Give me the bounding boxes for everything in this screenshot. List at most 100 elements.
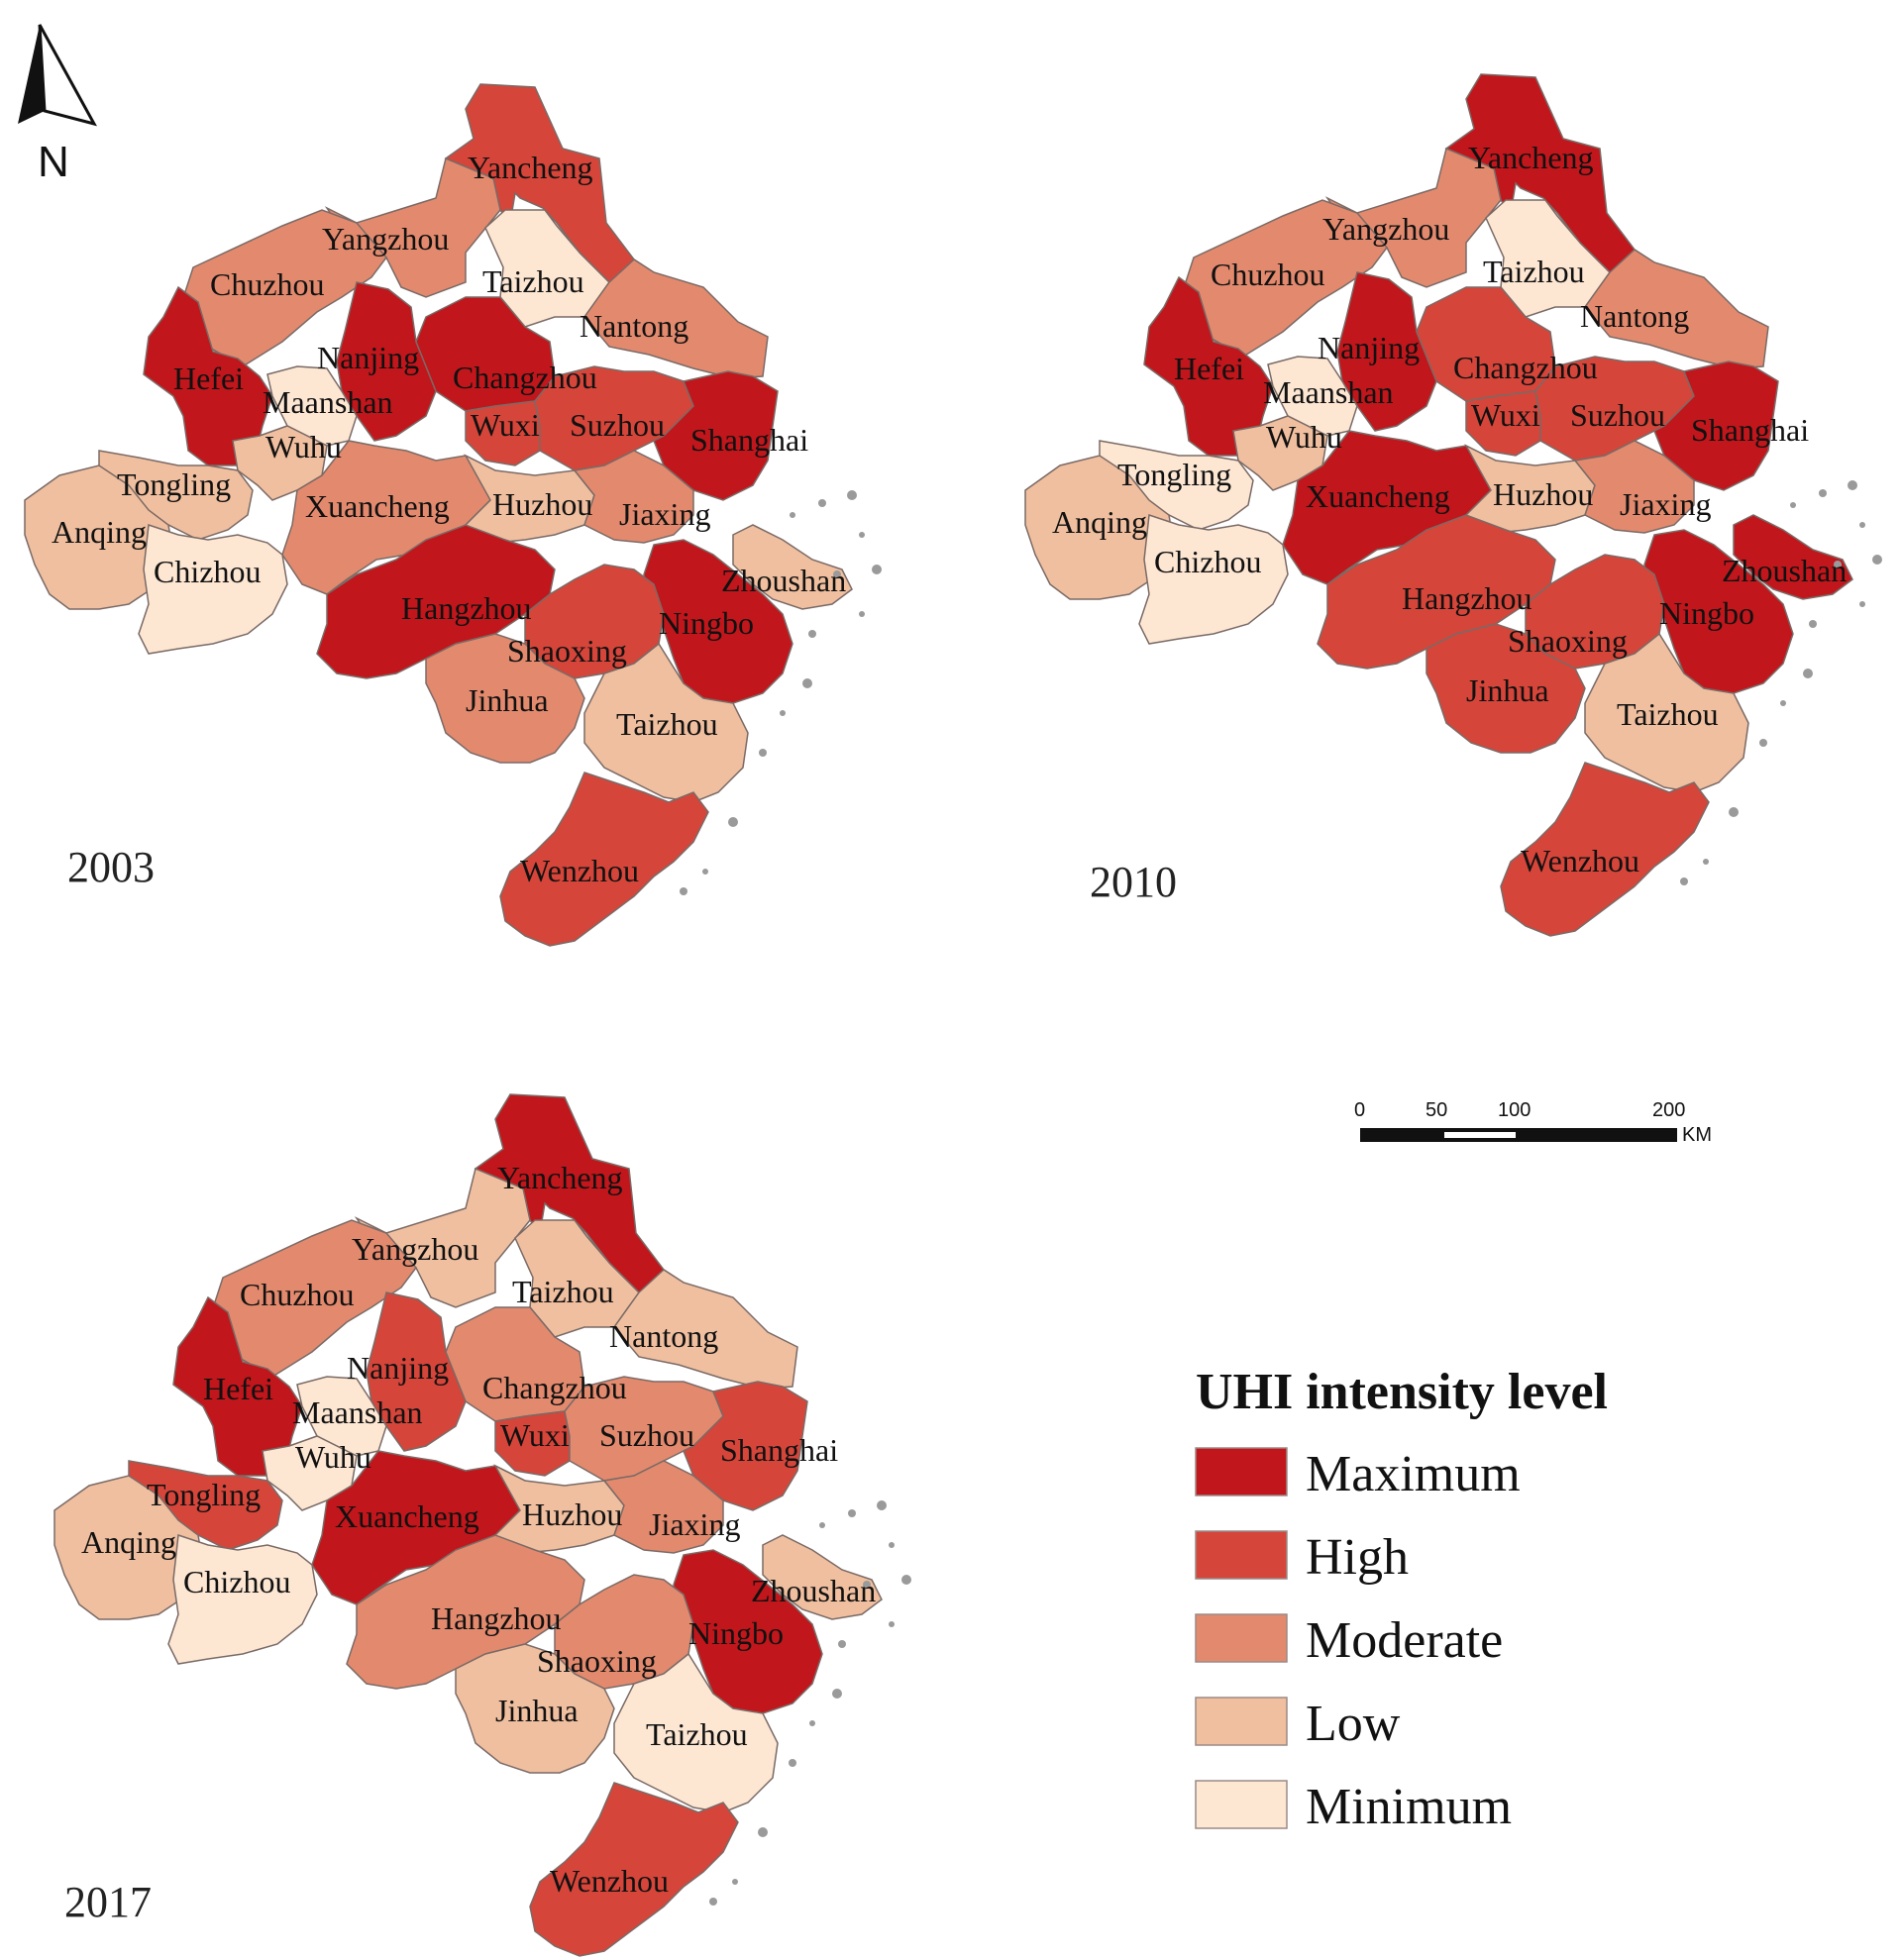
map-panel-2010: Yancheng Yangzhou Taizhou Chuzhou Nantong Hef…: [1024, 73, 1882, 937]
city-label-anqing: Anqing: [1052, 504, 1147, 540]
city-label-changzhou: Changzhou: [453, 360, 597, 395]
region-huzhou-16: [1464, 444, 1596, 534]
region-taizhou-2: [484, 209, 610, 328]
region-nanjing-6: [1336, 271, 1437, 432]
island-dot: [1780, 700, 1786, 706]
city-label-jinhua: Jinhua: [466, 682, 549, 718]
coastal-islands: [709, 1500, 911, 1906]
island-dot: [901, 1575, 911, 1585]
city-label-yangzhou: Yangzhou: [1322, 211, 1449, 247]
island-dot: [680, 887, 687, 895]
city-label-suzhou: Suzhou: [1570, 397, 1665, 433]
region-nantong-4: [579, 252, 769, 379]
region-jinhua-23: [455, 1643, 615, 1774]
city-label-zhoushan: Zhoushan: [721, 563, 846, 598]
city-label-anqing: Anqing: [52, 514, 147, 550]
city-label-taizhou: Taizhou: [512, 1274, 614, 1309]
city-label-tongling: Tongling: [147, 1477, 261, 1512]
scale-bar-segment: [1444, 1132, 1516, 1138]
region-zhoushan-19: [762, 1534, 883, 1620]
city-label-chuzhou: Chuzhou: [210, 266, 325, 302]
island-dot: [758, 1827, 768, 1837]
city-label-huzhou: Huzhou: [492, 486, 592, 522]
scale-tick-50: 50: [1426, 1099, 1447, 1121]
island-dot: [1759, 739, 1767, 747]
city-label-shanghai: Shanghai: [1691, 412, 1809, 448]
island-dot: [1703, 859, 1709, 865]
region-wenzhou-25: [499, 772, 709, 947]
city-label-zhoushan: Zhoushan: [1722, 553, 1847, 588]
city-label-wuhu: Wuhu: [295, 1439, 371, 1475]
region-nantong-4: [1579, 242, 1769, 369]
island-dot: [872, 565, 882, 574]
island-dot: [808, 630, 816, 638]
city-label-xuancheng: Xuancheng: [1306, 478, 1450, 514]
island-dot: [1819, 489, 1827, 497]
legend-label-moderate: Moderate: [1306, 1612, 1503, 1669]
city-label-nantong: Nantong: [1580, 298, 1689, 334]
island-dot: [1848, 480, 1857, 490]
year-label: 2003: [67, 843, 155, 891]
city-label-ningbo: Ningbo: [688, 1615, 784, 1651]
coastal-islands: [1680, 480, 1882, 885]
city-label-jinhua: Jinhua: [1466, 672, 1549, 708]
city-label-shaoxing: Shaoxing: [1508, 623, 1628, 659]
legend-label-low: Low: [1306, 1696, 1401, 1752]
island-dot: [1859, 601, 1865, 607]
island-dot: [848, 1509, 856, 1517]
region-huzhou-16: [493, 1464, 625, 1554]
island-dot: [809, 1720, 815, 1726]
city-label-jiaxing: Jiaxing: [619, 496, 710, 532]
city-label-shaoxing: Shaoxing: [507, 633, 627, 669]
region-jiaxing-17: [1573, 440, 1695, 534]
island-dot: [702, 869, 708, 875]
region-jinhua-23: [425, 633, 585, 764]
island-dot: [832, 1689, 842, 1699]
city-label-wuhu: Wuhu: [1266, 419, 1342, 455]
legend-swatch-high: [1195, 1530, 1288, 1580]
legend-label-maximum: Maximum: [1306, 1446, 1521, 1502]
region-chizhou-18: [167, 1533, 318, 1665]
legend: UHI intensity level Maximum High Moderate L…: [1195, 1364, 1608, 1835]
island-dot: [790, 512, 795, 518]
scale-tick-100: 100: [1498, 1099, 1531, 1121]
city-label-changzhou: Changzhou: [1453, 350, 1598, 385]
island-dot: [859, 611, 865, 617]
city-label-wuxi: Wuxi: [1471, 397, 1540, 433]
city-label-shanghai: Shanghai: [690, 422, 808, 458]
city-label-maanshan: Maanshan: [1263, 374, 1394, 410]
city-label-nanjing: Nanjing: [317, 340, 419, 375]
island-dot: [780, 710, 786, 716]
city-label-tongling: Tongling: [1117, 457, 1231, 492]
region-jiaxing-17: [602, 1460, 724, 1554]
island-dot: [818, 499, 826, 507]
city-label-shaoxing: Shaoxing: [537, 1643, 657, 1679]
island-dot: [889, 1542, 895, 1548]
region-wenzhou-25: [1500, 762, 1710, 937]
island-dot: [1834, 561, 1842, 568]
region-shanghai-11: [1653, 361, 1779, 491]
region-nantong-4: [608, 1262, 798, 1390]
city-label-nantong: Nantong: [609, 1318, 718, 1354]
city-label-huzhou: Huzhou: [522, 1496, 622, 1532]
island-dot: [847, 490, 857, 500]
city-label-jinhua: Jinhua: [495, 1693, 579, 1728]
city-label-wenzhou: Wenzhou: [520, 853, 639, 888]
region-wenzhou-25: [529, 1782, 739, 1957]
city-label-taizhou: Taizhou: [482, 263, 584, 299]
region-taizhou-24: [613, 1652, 779, 1813]
city-label-yangzhou: Yangzhou: [352, 1231, 478, 1267]
region-taizhou-2: [514, 1219, 640, 1338]
city-label-yancheng: Yancheng: [1468, 140, 1594, 175]
city-label-ningbo: Ningbo: [659, 605, 754, 641]
city-label-wenzhou: Wenzhou: [550, 1863, 669, 1899]
island-dot: [789, 1759, 796, 1767]
region-hefei-5: [1143, 275, 1274, 457]
region-chizhou-18: [1138, 513, 1289, 645]
region-chizhou-18: [138, 523, 288, 655]
city-label-maanshan: Maanshan: [263, 384, 393, 420]
island-dot: [1680, 877, 1688, 885]
coastal-islands: [680, 490, 882, 895]
scale-bar: 0 50 100 200 KM: [1354, 1099, 1712, 1146]
